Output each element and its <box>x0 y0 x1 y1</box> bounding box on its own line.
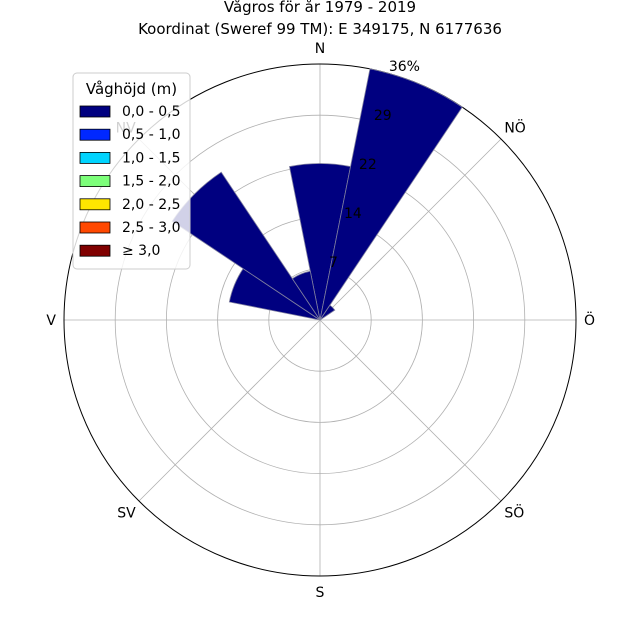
legend-title: Våghöjd (m) <box>86 80 177 98</box>
radial-tick-label-1: 14 <box>344 206 362 222</box>
rose-bar-5 <box>291 270 321 321</box>
legend-label-0: 0,0 - 0,5 <box>122 104 180 120</box>
legend-label-3: 1,5 - 2,0 <box>122 174 180 190</box>
grid-spoke-3 <box>319 319 502 502</box>
legend-label-6: ≥ 3,0 <box>122 243 160 259</box>
direction-label-s: S <box>316 585 325 601</box>
radial-tick-label-4: 36% <box>389 59 420 75</box>
legend-swatch-5 <box>79 221 111 234</box>
radial-tick-labels: 7 14 22 29 36% <box>329 59 420 271</box>
legend-label-4: 2,0 - 2,5 <box>122 197 180 213</box>
direction-label-v: V <box>46 313 56 329</box>
rose-bars <box>171 68 463 321</box>
rose-bar-1 <box>319 68 463 321</box>
direction-label-ö: Ö <box>584 311 595 329</box>
legend-swatch-6 <box>79 244 111 257</box>
grid-spoke-5 <box>138 319 321 502</box>
direction-label-nö: NÖ <box>504 119 525 137</box>
grid-spoke-1 <box>319 138 502 321</box>
chart-title: Vågros för år 1979 - 2019 <box>224 0 416 16</box>
chart-subtitle: Koordinat (Sweref 99 TM): E 349175, N 61… <box>138 20 502 38</box>
legend: Våghöjd (m) 0,0 - 0,5 0,5 - 1,0 1,0 - 1,5 1,… <box>72 72 191 270</box>
legend-swatch-4 <box>79 198 111 211</box>
legend-swatch-2 <box>79 151 111 164</box>
direction-label-n: N <box>315 41 325 57</box>
grid-ring-3 <box>114 114 526 526</box>
rose-bar-2 <box>319 304 336 321</box>
legend-label-2: 1,0 - 1,5 <box>122 150 180 166</box>
legend-label-5: 2,5 - 3,0 <box>122 220 180 236</box>
radial-tick-label-2: 22 <box>359 157 377 173</box>
outer-ring <box>63 63 577 577</box>
legend-swatch-1 <box>79 128 111 141</box>
radial-tick-label-0: 7 <box>329 255 338 271</box>
legend-label-1: 0,5 - 1,0 <box>122 127 180 143</box>
legend-swatch-0 <box>79 105 111 118</box>
radial-tick-label-3: 29 <box>374 108 392 124</box>
direction-label-sv: SV <box>117 505 136 521</box>
legend-box <box>72 72 191 270</box>
legend-swatch-3 <box>79 175 111 188</box>
direction-label-sö: SÖ <box>504 503 524 521</box>
